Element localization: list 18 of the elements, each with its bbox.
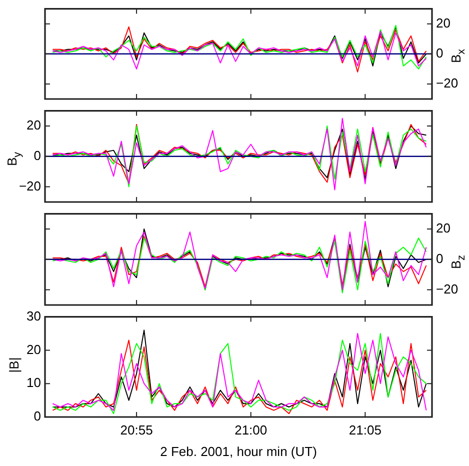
x-tick-label: 20:55: [120, 422, 153, 438]
y2-tick-label: 20: [436, 15, 450, 30]
y2-tick-label: −20: [436, 76, 458, 91]
x-tick-label: 21:00: [234, 422, 268, 438]
y-tick-label: 30: [26, 308, 41, 324]
y2-tick-label: 20: [436, 220, 450, 236]
y2-tick-label: 0: [436, 250, 444, 266]
y2-tick-label: −20: [436, 281, 458, 296]
y-tick-label: −20: [18, 178, 41, 194]
y-tick-label: 20: [26, 342, 41, 357]
y-tick-label: 0: [34, 148, 41, 163]
y-tick-label: 20: [26, 118, 41, 133]
y2-tick-label: 0: [436, 45, 444, 60]
x-axis-title: 2 Feb. 2001, hour min (UT): [160, 444, 317, 459]
y-axis-title: |B|: [6, 357, 22, 373]
x-tick-label: 21:05: [348, 422, 382, 438]
y-tick-label: 0: [34, 408, 41, 424]
y-tick-label: 10: [26, 375, 41, 390]
